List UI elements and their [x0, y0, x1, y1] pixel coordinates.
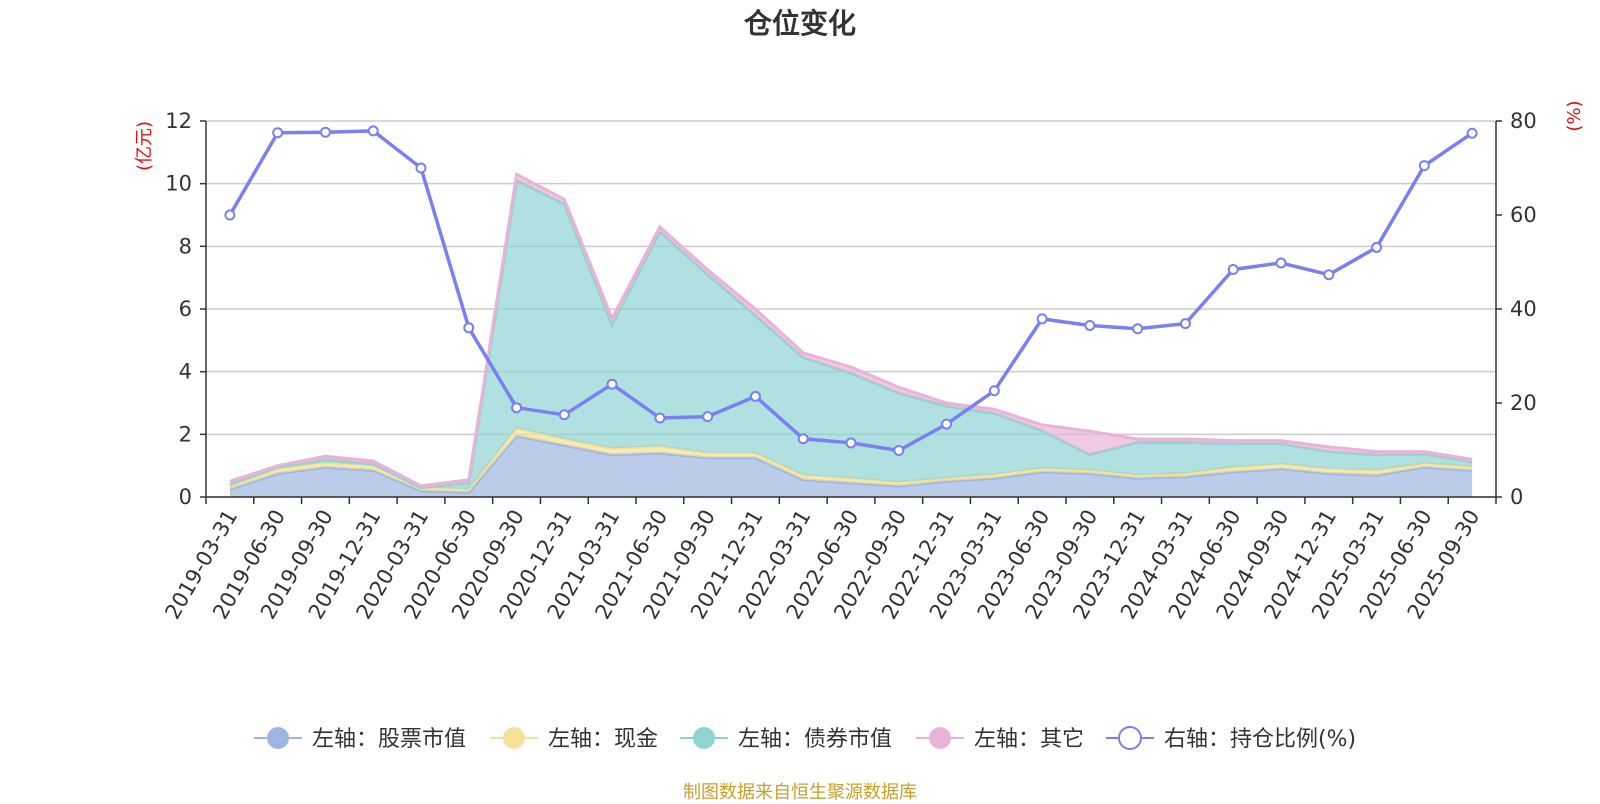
ratio-point — [988, 385, 1000, 397]
y-tick-label-right: 0 — [1510, 485, 1523, 509]
legend: 左轴：股票市值 左轴：现金 左轴：债券市值 左轴：其它 右轴：持仓比例(%) — [254, 726, 1356, 752]
ratio-point — [941, 418, 953, 430]
y-tick-label-left: 12 — [165, 109, 192, 133]
area-series-2 — [229, 428, 1473, 493]
y-tick-label-right: 80 — [1510, 109, 1537, 133]
ratio-line — [224, 125, 1478, 456]
y-tick-label-left: 6 — [179, 297, 192, 321]
ratio-point — [1418, 160, 1430, 172]
ratio-point — [1179, 318, 1191, 330]
legend-marker — [1118, 726, 1142, 750]
y-tick-label-left: 10 — [165, 172, 192, 196]
ratio-point — [224, 209, 236, 221]
legend-marker — [929, 727, 951, 749]
ratio-point — [749, 390, 761, 402]
legend-item-2: 左轴：现金 — [490, 727, 658, 752]
ratio-point — [1036, 313, 1048, 325]
area-series-1 — [229, 435, 1473, 497]
ratio-point — [797, 433, 809, 445]
ratio-point — [415, 162, 427, 174]
ratio-point — [319, 126, 331, 138]
y-tick-label-left: 0 — [179, 485, 192, 509]
ratio-point — [1371, 241, 1383, 253]
ratio-point — [1323, 269, 1335, 281]
ratio-point — [702, 411, 714, 423]
source-note: 制图数据来自恒生聚源数据库 — [683, 782, 917, 803]
ratio-point — [1084, 319, 1096, 331]
legend-item-1: 左轴：股票市值 — [254, 727, 466, 752]
ratio-point — [606, 378, 618, 390]
y-tick-label-right: 60 — [1510, 203, 1537, 227]
left-axis-unit: (亿元) — [134, 121, 155, 171]
legend-item-3: 左轴：债券市值 — [680, 727, 892, 752]
y-tick-label-left: 4 — [179, 360, 192, 384]
legend-label: 右轴：持仓比例(%) — [1164, 727, 1356, 752]
chart-title: 仓位变化 — [744, 7, 856, 40]
ratio-point — [367, 125, 379, 137]
stacked-areas — [229, 171, 1473, 497]
ratio-point — [654, 412, 666, 424]
legend-marker — [503, 727, 525, 749]
ratio-point — [511, 402, 523, 414]
ratio-point — [1227, 264, 1239, 276]
legend-label: 左轴：其它 — [974, 727, 1084, 752]
legend-marker — [693, 727, 715, 749]
ratio-point — [272, 127, 284, 139]
ratio-point — [558, 409, 570, 421]
ratio-point — [463, 322, 475, 334]
legend-item-5: 右轴：持仓比例(%) — [1106, 726, 1356, 752]
legend-label: 左轴：股票市值 — [312, 727, 466, 752]
legend-marker — [267, 727, 289, 749]
area-edge-4 — [229, 171, 1473, 488]
y-tick-label-left: 8 — [179, 234, 192, 258]
right-axis-unit: (%) — [1564, 100, 1585, 131]
ratio-point — [845, 437, 857, 449]
y-tick-label-right: 40 — [1510, 297, 1537, 321]
ratio-point — [1275, 257, 1287, 269]
legend-label: 左轴：现金 — [548, 727, 658, 752]
legend-label: 左轴：债券市值 — [738, 727, 892, 752]
ratio-point — [1132, 323, 1144, 335]
legend-item-4: 左轴：其它 — [916, 727, 1084, 752]
ratio-point — [893, 444, 905, 456]
y-tick-label-right: 20 — [1510, 391, 1537, 415]
y-tick-label-left: 2 — [179, 422, 192, 446]
ratio-point — [1466, 127, 1478, 139]
